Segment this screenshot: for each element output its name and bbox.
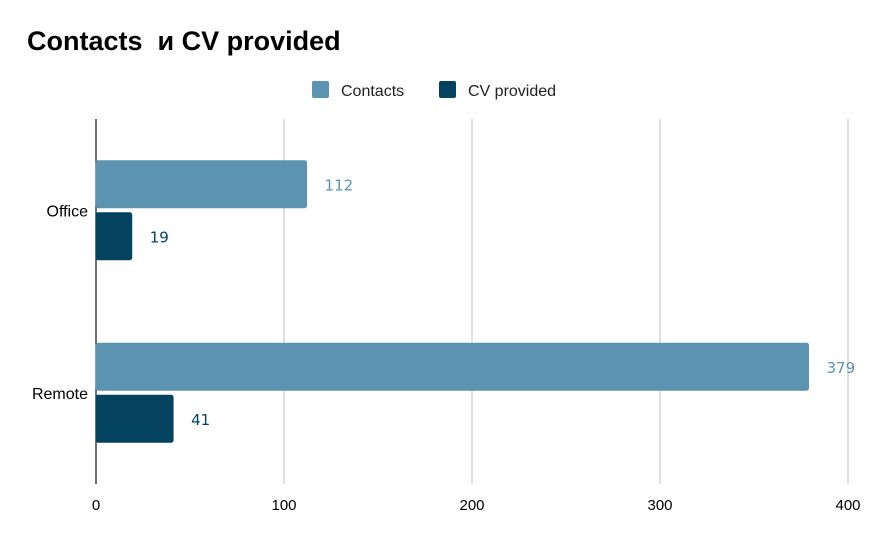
data-label-remote-contacts: 379 (827, 359, 856, 377)
legend-swatch-cv-provided (439, 81, 456, 98)
legend-label-contacts: Contacts (341, 83, 404, 100)
legend-swatch-contacts (312, 81, 329, 98)
legend: Contacts CV provided (312, 81, 556, 100)
category-label-remote: Remote (32, 386, 88, 403)
data-label-office-cv-provided: 19 (150, 228, 169, 246)
bars (95, 160, 810, 443)
labels: 0 100 200 300 400 Office 112 19 Remote 379 41 (32, 176, 861, 514)
bar-remote-cv-provided (95, 394, 174, 443)
x-tick-label-400: 400 (835, 497, 860, 514)
bar-office-contacts (95, 160, 308, 209)
category-label-office: Office (47, 203, 89, 220)
x-tick-label-200: 200 (459, 497, 484, 514)
chart-title: Contacts и CV provided (27, 26, 341, 56)
data-label-remote-cv-provided: 41 (191, 411, 210, 429)
legend-label-cv-provided: CV provided (468, 83, 556, 100)
bar-office-cv-provided (95, 212, 133, 261)
x-tick-label-300: 300 (647, 497, 672, 514)
x-tick-label-0: 0 (92, 497, 100, 514)
data-label-office-contacts: 112 (325, 176, 354, 194)
bar-remote-contacts (95, 342, 810, 391)
x-tick-label-100: 100 (271, 497, 296, 514)
